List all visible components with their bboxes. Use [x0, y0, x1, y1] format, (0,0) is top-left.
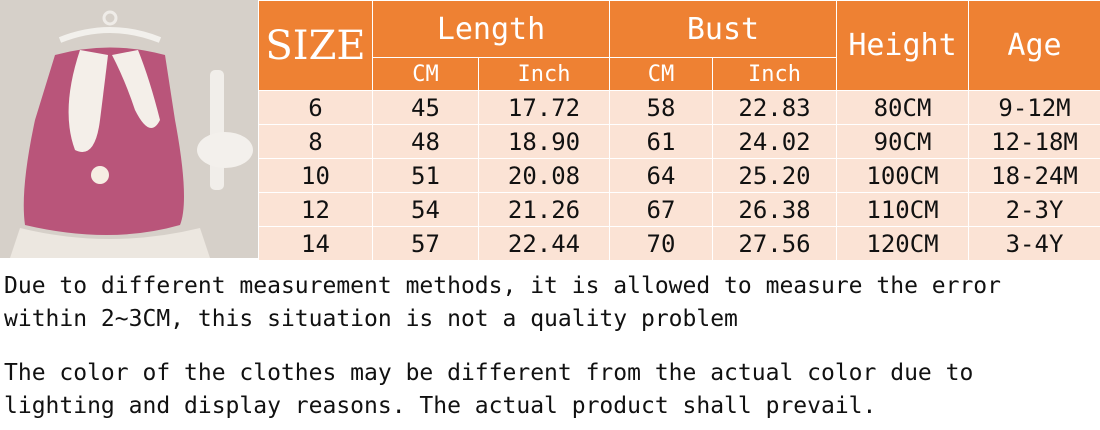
cell-bust-inch: 24.02 [712, 124, 837, 159]
header-length: Length [372, 0, 610, 58]
cell-bust-cm: 61 [609, 124, 713, 159]
cell-bust-inch: 26.38 [712, 192, 837, 227]
header-bust: Bust [609, 0, 837, 58]
cell-length-inch: 22.44 [478, 226, 610, 261]
header-age: Age [968, 0, 1100, 91]
cell-length-cm: 57 [372, 226, 479, 261]
table-row: 14 57 22.44 70 27.56 120CM 3-4Y [258, 226, 1100, 261]
size-chart-table: SIZE Length Bust Height Age CM Inch CM I… [258, 0, 1100, 261]
header-size: SIZE [258, 0, 373, 91]
product-photo [0, 0, 258, 258]
cell-length-cm: 48 [372, 124, 479, 159]
cell-bust-inch: 27.56 [712, 226, 837, 261]
note-line: within 2~3CM, this situation is not a qu… [4, 306, 738, 332]
note-line: Due to different measurement methods, it… [4, 273, 1001, 299]
cell-size: 12 [258, 192, 373, 227]
cell-length-inch: 18.90 [478, 124, 610, 159]
cell-bust-inch: 25.20 [712, 158, 837, 193]
cell-bust-cm: 70 [609, 226, 713, 261]
header-length-cm: CM [372, 57, 479, 91]
cell-bust-cm: 58 [609, 90, 713, 125]
cell-age: 3-4Y [968, 226, 1100, 261]
cell-length-inch: 21.26 [478, 192, 610, 227]
cell-age: 18-24M [968, 158, 1100, 193]
cell-age: 9-12M [968, 90, 1100, 125]
cell-size: 10 [258, 158, 373, 193]
header-row-main: SIZE Length Bust Height Age [258, 0, 1100, 91]
cell-height: 120CM [836, 226, 969, 261]
cell-age: 2-3Y [968, 192, 1100, 227]
header-bust-cm: CM [609, 57, 713, 91]
header-height: Height [836, 0, 969, 91]
cell-length-inch: 20.08 [478, 158, 610, 193]
cell-length-cm: 51 [372, 158, 479, 193]
table-row: 6 45 17.72 58 22.83 80CM 9-12M [258, 90, 1100, 125]
cell-bust-inch: 22.83 [712, 90, 837, 125]
cell-length-cm: 54 [372, 192, 479, 227]
table-row: 10 51 20.08 64 25.20 100CM 18-24M [258, 158, 1100, 193]
header-length-inch: Inch [478, 57, 610, 91]
cell-size: 14 [258, 226, 373, 261]
note-line: The color of the clothes may be differen… [4, 360, 974, 386]
table-row: 12 54 21.26 67 26.38 110CM 2-3Y [258, 192, 1100, 227]
header-bust-inch: Inch [712, 57, 837, 91]
cell-height: 90CM [836, 124, 969, 159]
cell-size: 8 [258, 124, 373, 159]
header-row-sub: CM Inch CM Inch [259, 57, 1100, 91]
cell-length-inch: 17.72 [478, 90, 610, 125]
cell-length-cm: 45 [372, 90, 479, 125]
table-row: 8 48 18.90 61 24.02 90CM 12-18M [258, 124, 1100, 159]
cell-bust-cm: 67 [609, 192, 713, 227]
cell-height: 80CM [836, 90, 969, 125]
dress-illustration [0, 0, 258, 258]
cell-bust-cm: 64 [609, 158, 713, 193]
cell-height: 100CM [836, 158, 969, 193]
cell-age: 12-18M [968, 124, 1100, 159]
notes: Due to different measurement methods, it… [4, 270, 1094, 423]
cell-height: 110CM [836, 192, 969, 227]
note-line: lighting and display reasons. The actual… [4, 393, 877, 419]
cell-size: 6 [258, 90, 373, 125]
